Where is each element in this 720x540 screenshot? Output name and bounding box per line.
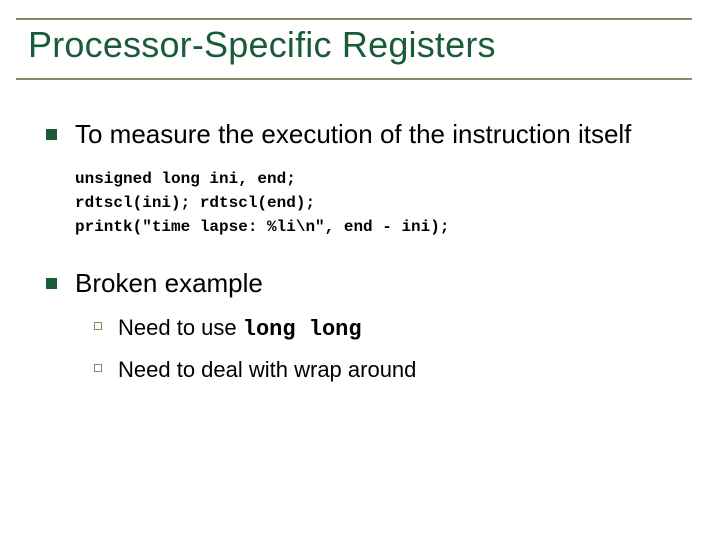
slide: Processor-Specific Registers To measure … xyxy=(0,0,720,540)
sub-list: Need to use long long Need to deal with … xyxy=(94,313,682,386)
slide-title: Processor-Specific Registers xyxy=(28,24,692,66)
square-bullet-icon xyxy=(46,129,57,140)
sub-text-prefix: Need to deal with wrap around xyxy=(118,357,416,382)
sub-text-mono: long long xyxy=(243,317,362,342)
sub-bullet-text: Need to deal with wrap around xyxy=(118,355,416,387)
bullet-item: To measure the execution of the instruct… xyxy=(46,118,682,151)
code-block: unsigned long ini, end; rdtscl(ini); rdt… xyxy=(75,167,682,239)
sub-text-prefix: Need to use xyxy=(118,315,243,340)
hollow-square-bullet-icon xyxy=(94,322,102,330)
bullet-text: To measure the execution of the instruct… xyxy=(75,118,631,151)
title-rule: Processor-Specific Registers xyxy=(16,18,692,80)
sub-bullet-text: Need to use long long xyxy=(118,313,362,345)
hollow-square-bullet-icon xyxy=(94,364,102,372)
sub-bullet-item: Need to deal with wrap around xyxy=(94,355,682,387)
slide-body: To measure the execution of the instruct… xyxy=(28,80,692,386)
bullet-text: Broken example xyxy=(75,267,263,300)
bullet-item: Broken example xyxy=(46,267,682,300)
square-bullet-icon xyxy=(46,278,57,289)
sub-bullet-item: Need to use long long xyxy=(94,313,682,345)
